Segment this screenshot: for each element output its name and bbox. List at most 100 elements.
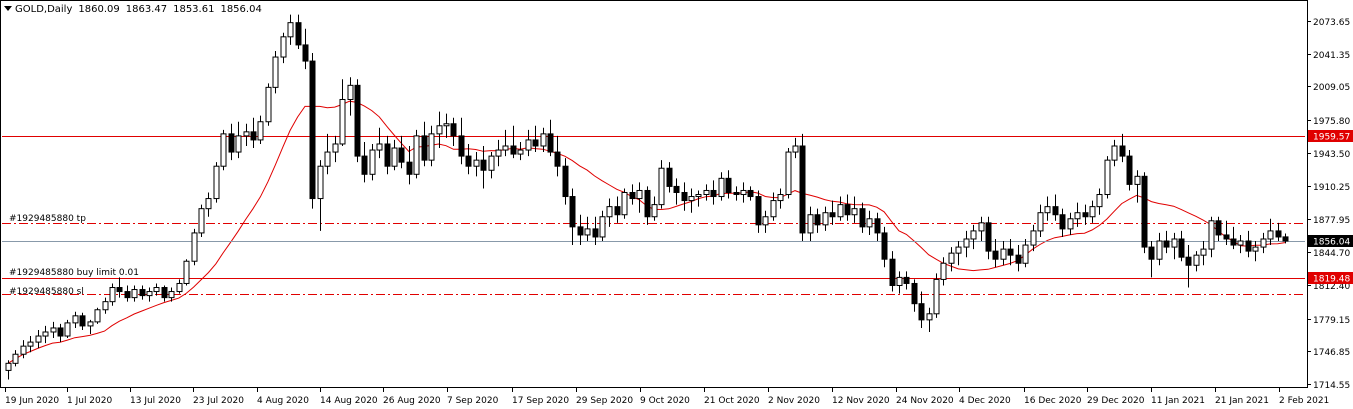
open-value: 1860.09 [78, 4, 120, 15]
candle [770, 192, 777, 221]
current-price-tag [1308, 235, 1353, 247]
resistance-price-tag-label: 1959.57 [1313, 133, 1350, 143]
candle-body-bull [792, 145, 799, 153]
candle-body-bear [614, 206, 621, 216]
candle-body-bull [205, 198, 212, 210]
candle [673, 178, 680, 205]
candle-body-bull [866, 218, 873, 228]
candle-body-bull [376, 143, 383, 151]
candle-body-bull [1000, 248, 1007, 260]
candle-body-bull [1134, 175, 1141, 185]
candle-body-bull [473, 159, 480, 167]
candle [302, 28, 309, 70]
candle-body-bull [339, 98, 346, 145]
candle-body-bull [502, 145, 509, 151]
candle-body-bull [1208, 220, 1215, 250]
time-tick-label: 19 Jun 2020 [5, 396, 59, 406]
candle-body-bull [198, 208, 205, 234]
candle [903, 271, 910, 290]
candle [718, 172, 725, 201]
candle-body-bear [673, 185, 680, 193]
candle [205, 192, 212, 217]
candle-body-bear [903, 276, 910, 284]
candle-body-bear [1007, 248, 1014, 256]
candle [450, 117, 457, 146]
candle-body-bull [272, 56, 279, 88]
time-axis[interactable]: 19 Jun 2020 1 Jul 2020 13 Jul 2020 23 Jul 2… [5, 388, 1329, 406]
candle [785, 148, 792, 199]
candle-body-bull [1156, 240, 1163, 260]
candle [725, 170, 732, 199]
candle [1119, 133, 1126, 163]
candle-body-bull [770, 200, 777, 218]
candle [183, 259, 190, 286]
candle [191, 228, 198, 266]
candle [874, 212, 881, 242]
buy-limit-order-label[interactable]: #1929485880 buy limit 0.01 [9, 268, 139, 278]
candle [755, 190, 762, 233]
candle [1022, 238, 1029, 268]
candle-body-bull [27, 341, 34, 347]
candle-body-bear [1052, 206, 1059, 216]
candle [740, 182, 747, 203]
candle [985, 216, 992, 260]
candle-body-bull [42, 331, 49, 337]
candle-body-bull [220, 133, 227, 167]
candle [235, 121, 242, 159]
candle [27, 336, 34, 353]
candle [911, 279, 918, 312]
candle-body-bull [436, 125, 443, 135]
candle [57, 323, 64, 343]
candle [1000, 241, 1007, 266]
sl-order-label[interactable]: #1929485880 sl [9, 287, 84, 297]
candle [547, 119, 554, 157]
candle [317, 160, 324, 231]
candle-body-bull [488, 155, 495, 171]
candle [577, 214, 584, 246]
candle [866, 210, 873, 235]
candle-body-bull [183, 260, 190, 284]
candle [636, 182, 643, 213]
candle-body-bull [762, 216, 769, 226]
price-axis[interactable]: 2073.65 2041.35 2009.05 1975.80 1943.50 1910.… [1307, 18, 1350, 391]
candle [406, 145, 413, 185]
candle [12, 350, 19, 367]
candle-body-bull [1022, 244, 1029, 264]
candle-body-bull [837, 204, 844, 218]
candle-body-bull [807, 214, 814, 234]
candle-body-bull [1193, 254, 1200, 266]
candle [1074, 202, 1081, 227]
candle-body-bull [695, 194, 702, 198]
candle-body-bear [480, 159, 487, 171]
candle-body-bear [458, 135, 465, 157]
symbol-dropdown-icon[interactable] [4, 6, 12, 11]
candle-body-bull [324, 151, 331, 167]
candle-body-bear [1282, 236, 1289, 242]
candle [837, 196, 844, 221]
candle [1171, 232, 1178, 260]
candle-body-bull [636, 189, 643, 200]
candle [1215, 216, 1222, 242]
candle [1185, 245, 1192, 288]
candle [829, 200, 836, 225]
candle-body-bull [391, 147, 398, 167]
candle-body-bull [1030, 230, 1037, 246]
candle-body-bear [398, 147, 405, 163]
candle-body-bear [1245, 240, 1252, 252]
candle [1193, 251, 1200, 272]
candle-body-bear [361, 155, 368, 175]
candle-body-bull [822, 212, 829, 226]
candle [599, 210, 606, 242]
current-price-tag-label: 1856.04 [1313, 238, 1350, 248]
candle [421, 121, 428, 167]
candle [79, 312, 86, 330]
candle-body-bull [235, 135, 242, 153]
candle [42, 325, 49, 344]
candle-body-bear [1275, 230, 1282, 238]
candle-body-bull [94, 309, 101, 323]
candle-body-bear [406, 161, 413, 175]
tp-order-label[interactable]: #1929485880 tp [9, 214, 86, 224]
candle-body-bull [851, 208, 858, 216]
